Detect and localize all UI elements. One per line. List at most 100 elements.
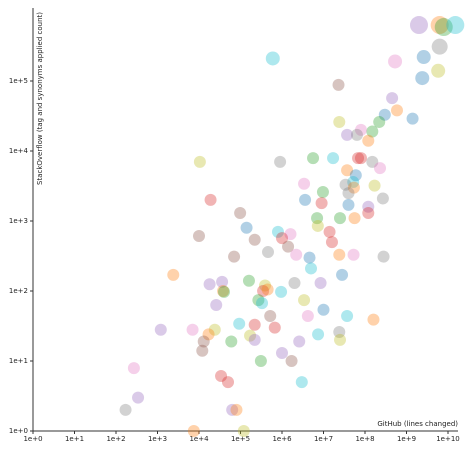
data-point [366, 155, 379, 168]
data-point [222, 376, 235, 389]
data-point [127, 362, 140, 375]
x-tick-label: 1e+7 [314, 435, 333, 443]
data-point [282, 240, 295, 253]
data-point [431, 38, 448, 55]
data-point [228, 250, 241, 263]
data-point [305, 262, 318, 275]
data-point [275, 285, 288, 298]
data-point [217, 285, 230, 298]
data-point [230, 403, 243, 416]
data-point [341, 128, 354, 141]
data-point [265, 51, 280, 66]
data-point [276, 232, 288, 245]
data-point [259, 279, 272, 292]
data-point [301, 309, 314, 322]
x-tick-label: 1e+5 [231, 435, 250, 443]
data-point [262, 246, 275, 259]
data-point [446, 16, 465, 35]
data-point [378, 108, 391, 121]
data-point [354, 152, 367, 165]
data-point [362, 207, 375, 220]
data-point [431, 63, 446, 78]
data-point [366, 125, 379, 138]
data-point [312, 328, 325, 341]
data-point [354, 123, 367, 136]
data-point [290, 248, 303, 261]
y-tick-label: 1e+4 [9, 147, 29, 155]
data-point [434, 18, 453, 37]
data-point [349, 169, 362, 182]
data-point [233, 317, 246, 330]
data-point [311, 212, 324, 225]
data-point [374, 162, 387, 175]
data-point [327, 152, 340, 165]
data-point [295, 376, 308, 389]
data-point [307, 152, 320, 165]
data-point [348, 212, 361, 225]
data-point [386, 92, 399, 105]
data-point [193, 230, 205, 243]
data-point [342, 198, 355, 211]
data-point [288, 277, 301, 290]
data-point [299, 193, 312, 206]
y-axis-title: StackOverflow (tag and synonyms applied … [36, 12, 44, 185]
data-point [215, 370, 228, 383]
data-point [314, 277, 327, 290]
data-point [336, 268, 349, 281]
data-point [416, 50, 431, 65]
data-point [216, 275, 229, 288]
data-point [315, 197, 328, 210]
data-point [339, 178, 352, 191]
data-point [350, 128, 363, 141]
data-point [119, 403, 132, 416]
data-point [237, 425, 250, 437]
data-point [333, 325, 346, 338]
x-tick-label: 1e+9 [397, 435, 416, 443]
data-point [311, 219, 324, 232]
x-tick-label: 1e+10 [436, 435, 460, 443]
x-tick-label: 1e+4 [189, 435, 209, 443]
data-point [341, 309, 354, 322]
x-tick-label: 1e+3 [148, 435, 167, 443]
data-point [187, 425, 200, 437]
data-point [167, 268, 180, 281]
y-tick-label: 1e+1 [9, 357, 28, 365]
data-point [285, 355, 298, 367]
y-tick-label: 1e+2 [9, 287, 28, 295]
data-point [406, 112, 419, 125]
data-point [332, 78, 345, 91]
data-point [352, 152, 365, 165]
data-point [257, 285, 270, 297]
data-point [415, 71, 430, 86]
data-point [271, 225, 284, 238]
x-tick-label: 1e+8 [355, 435, 374, 443]
data-point [333, 115, 346, 128]
data-point [204, 193, 217, 206]
data-point [203, 278, 216, 291]
data-point [244, 329, 257, 342]
data-point [298, 294, 311, 307]
data-point [186, 323, 199, 336]
data-point [284, 228, 297, 241]
data-point [342, 187, 355, 200]
data-point [323, 225, 336, 238]
data-point [248, 233, 261, 246]
data-point [217, 285, 230, 297]
y-tick-label: 1e+5 [9, 77, 28, 85]
data-point [376, 192, 389, 205]
x-axis-title: GitHub (lines changed) [377, 420, 458, 428]
data-point [248, 318, 261, 331]
data-point [276, 347, 288, 360]
data-point [274, 155, 287, 168]
data-point [242, 274, 255, 287]
data-point [347, 176, 360, 189]
data-point [362, 134, 375, 147]
x-tick-label: 1e+1 [65, 435, 84, 443]
data-point [225, 335, 238, 348]
data-point [202, 328, 215, 341]
data-point [362, 200, 375, 213]
data-point [254, 355, 267, 367]
data-point [234, 207, 247, 220]
data-point [341, 164, 354, 177]
